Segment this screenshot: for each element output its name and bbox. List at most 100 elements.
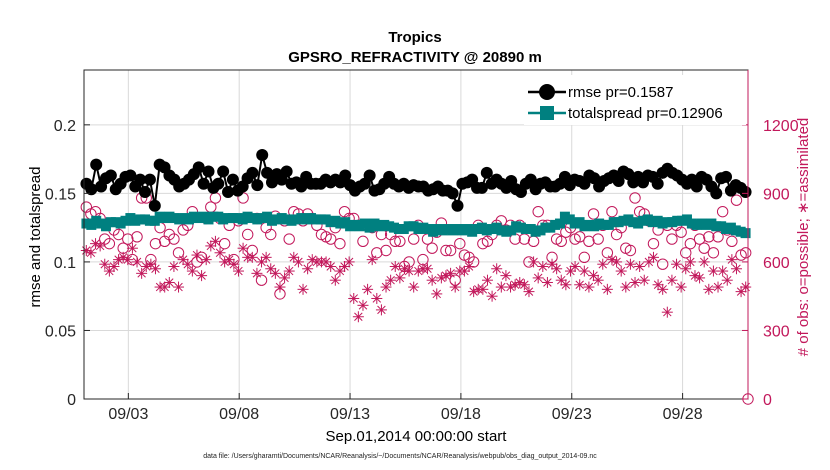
asterisk-stroke [132,257,142,267]
possible-obs-point [560,226,572,238]
asterisk-stroke [298,285,308,294]
rmse-point [104,169,117,182]
asterisk-stroke [261,253,271,262]
asterisk-stroke [603,285,612,294]
asterisk-stroke [395,273,405,283]
possible-obs-point [684,237,697,250]
assimilated-obs-point [260,251,272,263]
possible-obs-point [726,235,738,248]
asterisk-stroke [344,257,354,267]
possible-obs-point [730,194,743,206]
assimilated-obs-point [196,270,208,282]
rmse-point [739,186,752,199]
assimilated-obs-point [675,281,687,293]
asterisk-stroke [349,294,358,303]
x-tick-label: 09/28 [663,406,703,423]
rmse-point [475,181,488,194]
possible-obs-point [680,247,692,259]
possible-obs-point [693,233,706,245]
possible-obs-point [440,244,452,257]
assimilated-obs-point [283,265,295,277]
asterisk-stroke [478,285,488,294]
asterisk-stroke [450,282,460,292]
asterisk-stroke [621,282,631,292]
asterisk-stroke [699,257,709,267]
rmse-point [143,173,156,186]
possible-obs-point [177,224,189,236]
asterisk-stroke [723,275,732,285]
assimilated-obs-point [90,238,102,250]
asterisk-stroke [386,275,395,285]
assimilated-obs-point [601,283,613,295]
possible-obs-point [241,228,254,241]
assimilated-obs-point [306,254,318,266]
asterisk-stroke [188,266,197,276]
asterisk-stroke [289,253,299,262]
possible-obs-point [703,231,715,243]
asterisk-stroke [529,257,538,267]
asterisk-stroke [284,266,294,276]
rmse-point [451,199,464,212]
assimilated-obs-point [588,270,600,282]
possible-obs-point [218,237,231,250]
asterisk-stroke [538,262,548,271]
assimilated-obs-point [624,258,636,270]
assimilated-obs-point [117,251,129,263]
y-tick-label-right: 900 [763,186,790,203]
asterisk-stroke [446,269,455,278]
y-tick-label-left: 0.15 [45,186,76,203]
chart-title: Tropics [388,29,441,46]
assimilated-obs-point [177,254,189,266]
asterisk-stroke [580,266,589,276]
asterisk-stroke [280,273,289,283]
assimilated-obs-point [481,274,493,286]
assimilated-obs-point [366,254,378,266]
rmse-point [612,175,625,188]
assimilated-obs-point [371,292,383,304]
possible-obs-point [426,242,438,254]
assimilated-obs-point [140,260,152,272]
asterisk-stroke [552,264,561,274]
asterisk-stroke [640,275,649,285]
asterisk-stroke [123,255,133,264]
rmse-point [197,177,210,190]
possible-obs-point [606,205,618,218]
assimilated-obs-point [375,304,387,316]
assimilated-obs-point [634,260,646,272]
asterisk-stroke [663,307,672,317]
possible-obs-point [666,233,678,245]
asterisk-stroke [483,275,492,285]
rmse-point [720,170,733,183]
assimilated-obs-point [514,276,526,288]
possible-obs-point [712,231,724,243]
x-axis: 09/03 09/08 09/13 09/18 09/23 09/28 [108,393,703,423]
rmse-point [134,173,147,186]
assimilated-obs-point [394,272,406,284]
assimilated-obs-point [532,272,544,284]
possible-obs-point [357,235,369,248]
asterisk-stroke [381,282,391,292]
legend-rmse-marker [539,84,555,100]
asterisk-stroke [649,253,658,262]
asterisk-stroke [593,275,603,285]
assimilated-obs-point [412,265,424,277]
assimilated-obs-point [647,251,659,263]
possible-obs-point [389,235,401,248]
asterisk-stroke [695,273,704,283]
possible-obs-point [195,251,208,264]
asterisk-stroke [354,312,363,321]
rmse-point [139,186,152,199]
possible-obs-point [624,244,637,257]
asterisk-stroke [464,262,474,271]
assimilated-obs-point [505,281,517,293]
asterisk-stroke [238,243,248,253]
asterisk-stroke [331,275,340,285]
asterisk-stroke [303,264,312,274]
possible-obs-point [573,231,586,243]
asterisk-stroke [718,266,727,276]
assimilated-obs-point [246,251,258,263]
assimilated-obs-point [362,283,374,295]
x-tick-label: 09/03 [108,406,148,423]
assimilated-obs-point [232,265,244,277]
x-tick-label: 09/18 [441,406,481,423]
